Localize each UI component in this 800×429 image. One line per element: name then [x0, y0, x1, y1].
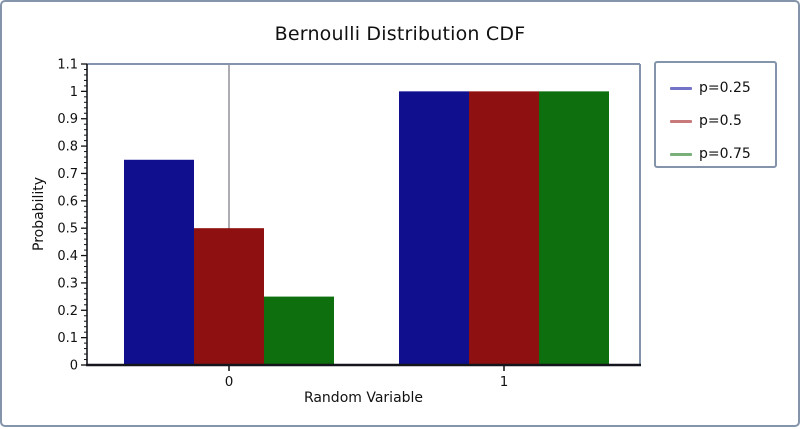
y-tick-label: 0.5: [57, 222, 78, 237]
x-axis-title: Random Variable: [303, 390, 424, 406]
legend-label: p=0.75: [699, 146, 751, 162]
x-tick-label: 0: [225, 374, 234, 390]
legend-item: p=0.75: [670, 144, 775, 164]
y-tick-label: 0: [70, 359, 78, 374]
bar-p=0.5-x0: [194, 228, 264, 365]
bar-p=0.75-x0: [264, 296, 334, 365]
legend: p=0.25 p=0.5 p=0.75: [654, 61, 777, 168]
y-tick-label: 0.6: [57, 194, 78, 209]
y-tick-label: 0.7: [57, 167, 78, 182]
bar-p=0.25-x1: [399, 91, 469, 365]
y-axis-title: Probability: [31, 176, 47, 252]
y-tick-label: 0.4: [57, 249, 78, 264]
y-tick-label: 0.1: [57, 331, 78, 346]
legend-item: p=0.25: [670, 78, 775, 98]
legend-swatch-line: [670, 86, 692, 90]
y-tick-label: 0.8: [57, 140, 78, 155]
legend-swatch-line: [670, 152, 692, 156]
y-tick-label: 0.9: [57, 112, 78, 127]
y-tick-label: 1.1: [57, 58, 78, 73]
legend-swatch-line: [670, 119, 692, 123]
x-tick-label: 1: [500, 374, 509, 390]
bar-p=0.75-x1: [539, 91, 609, 365]
y-tick-label: 1: [70, 85, 78, 100]
legend-label: p=0.25: [699, 80, 751, 96]
legend-label: p=0.5: [699, 113, 742, 129]
chart-title: Bernoulli Distribution CDF: [274, 23, 526, 45]
y-tick-label: 0.3: [57, 276, 78, 291]
y-tick-label: 0.2: [57, 304, 78, 319]
legend-item: p=0.5: [670, 111, 775, 131]
bar-p=0.25-x0: [124, 159, 194, 365]
bar-p=0.5-x1: [469, 91, 539, 365]
